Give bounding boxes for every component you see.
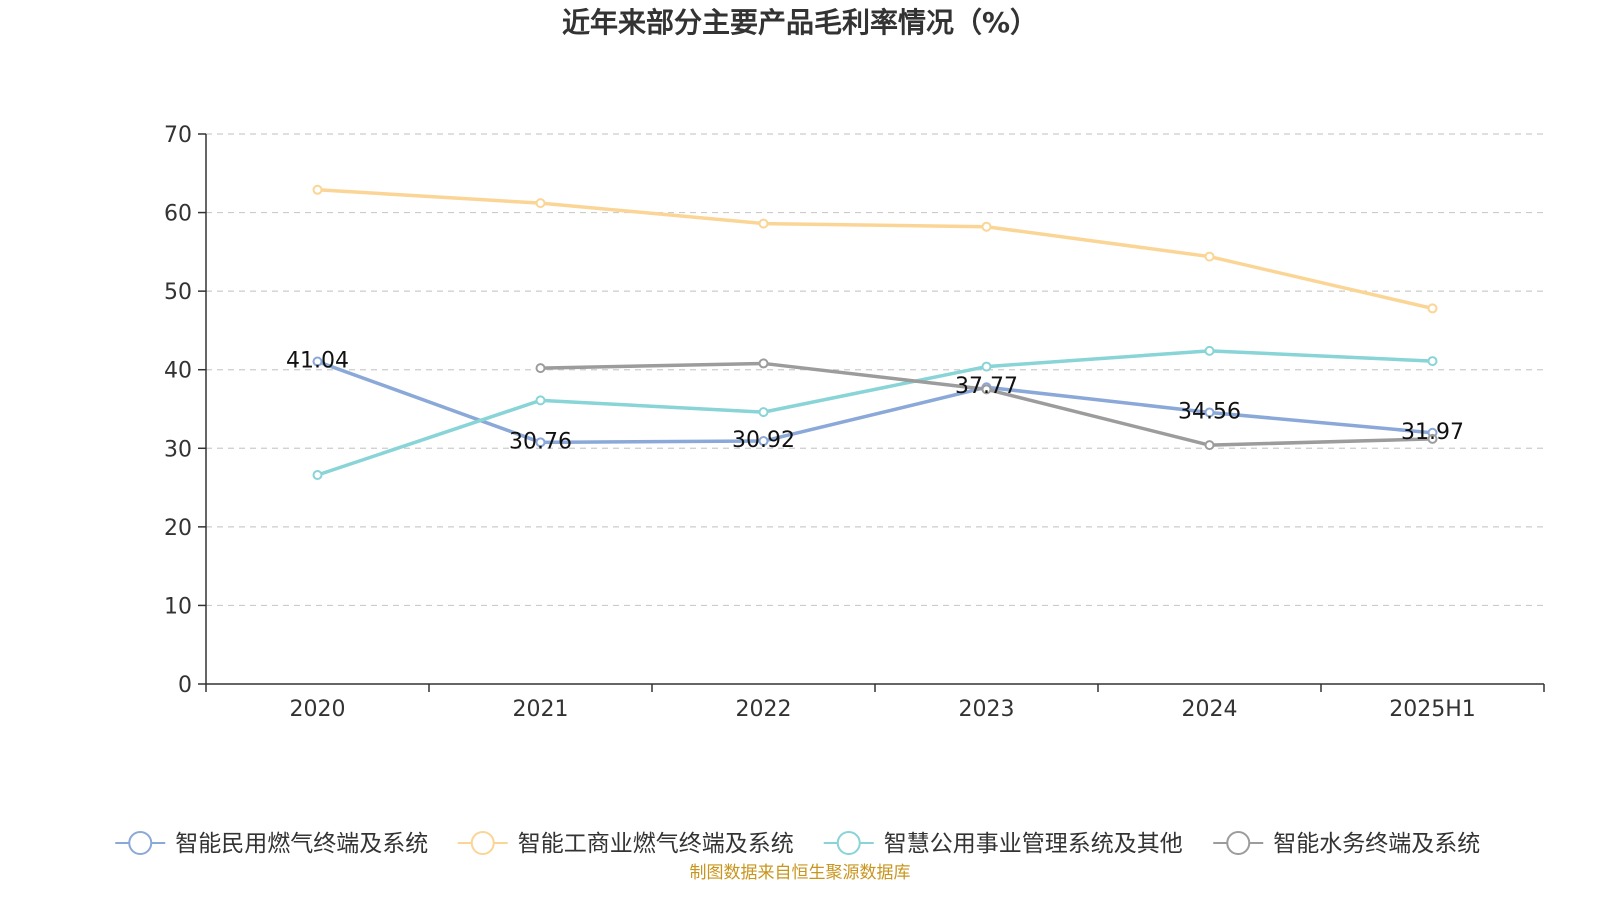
data-point[interactable] xyxy=(758,358,769,369)
y-tick-label: 0 xyxy=(178,673,192,698)
data-label: 31.97 xyxy=(1401,420,1464,445)
data-label: 41.04 xyxy=(286,349,349,374)
data-point[interactable] xyxy=(758,436,769,447)
data-point[interactable] xyxy=(1204,251,1215,262)
legend-circle-icon xyxy=(1226,831,1251,855)
data-point[interactable] xyxy=(981,221,992,232)
legend: 智能民用燃气终端及系统 智能工商业燃气终端及系统 智慧公用事业管理系统及其他 智能水务… xyxy=(115,831,1480,857)
data-point[interactable] xyxy=(758,218,769,229)
y-tick-label: 20 xyxy=(164,516,192,541)
data-point[interactable] xyxy=(981,384,992,395)
series-3 xyxy=(535,358,1438,451)
legend-label: 智能工商业燃气终端及系统 xyxy=(518,831,794,857)
data-point[interactable] xyxy=(535,437,546,448)
x-tick-label: 2025H1 xyxy=(1389,697,1476,722)
y-tick-label: 70 xyxy=(164,123,192,148)
series-1 xyxy=(312,184,1438,314)
data-label: 37.77 xyxy=(955,374,1018,399)
legend-item[interactable]: 智慧公用事业管理系统及其他 xyxy=(823,831,1183,857)
series-lines xyxy=(312,184,1438,480)
x-tick-label: 2021 xyxy=(513,697,569,722)
axes: 0 10 20 30 40 50 60 70 2020 2021 2022 2023 2024 2025H… xyxy=(164,123,1545,722)
data-point[interactable] xyxy=(1204,440,1215,451)
legend-item[interactable]: 智能工商业燃气终端及系统 xyxy=(457,831,794,857)
legend-label: 智能水务终端及系统 xyxy=(1273,831,1480,857)
data-point[interactable] xyxy=(981,361,992,372)
data-label: 34.56 xyxy=(1178,399,1241,424)
data-labels: 41.04 30.76 30.92 37.77 34.56 31.97 xyxy=(286,349,1464,455)
data-point[interactable] xyxy=(1427,356,1438,367)
data-point[interactable] xyxy=(312,356,323,367)
y-tick-label: 50 xyxy=(164,280,192,305)
series-2 xyxy=(312,345,1438,480)
data-point[interactable] xyxy=(535,198,546,209)
data-point[interactable] xyxy=(312,470,323,480)
legend-label: 智能民用燃气终端及系统 xyxy=(175,831,428,857)
y-tick-label: 10 xyxy=(164,594,192,619)
data-label: 30.76 xyxy=(509,429,572,454)
data-point[interactable] xyxy=(1204,345,1215,356)
x-tick-label: 2023 xyxy=(959,697,1015,722)
legend-circle-icon xyxy=(836,831,861,855)
data-label: 30.92 xyxy=(732,428,795,453)
chart-title: 近年来部分主要产品毛利率情况（%） xyxy=(562,6,1038,39)
y-tick-label: 60 xyxy=(164,202,192,227)
series-line xyxy=(316,359,1433,445)
data-point[interactable] xyxy=(1427,433,1438,444)
x-tick-label: 2022 xyxy=(736,697,792,722)
data-point[interactable] xyxy=(1204,407,1215,418)
data-point[interactable] xyxy=(312,184,323,195)
y-tick-label: 30 xyxy=(164,437,192,462)
data-point[interactable] xyxy=(535,363,546,374)
series-line xyxy=(316,349,1433,477)
data-point[interactable] xyxy=(758,407,769,418)
series-line xyxy=(317,188,1433,311)
source-note: 制图数据来自恒生聚源数据库 xyxy=(690,863,911,883)
legend-item[interactable]: 智能民用燃气终端及系统 xyxy=(115,831,428,857)
data-point[interactable] xyxy=(535,395,546,406)
data-point[interactable] xyxy=(1427,303,1438,314)
series-0 xyxy=(312,356,1438,448)
x-tick-label: 2020 xyxy=(290,697,346,722)
legend-circle-icon xyxy=(128,831,153,855)
x-tick-label: 2024 xyxy=(1182,697,1238,722)
legend-item[interactable]: 智能水务终端及系统 xyxy=(1213,831,1480,857)
gridlines xyxy=(206,133,1544,607)
legend-circle-icon xyxy=(470,831,495,855)
y-tick-label: 40 xyxy=(164,359,192,384)
legend-label: 智慧公用事业管理系统及其他 xyxy=(884,831,1183,857)
